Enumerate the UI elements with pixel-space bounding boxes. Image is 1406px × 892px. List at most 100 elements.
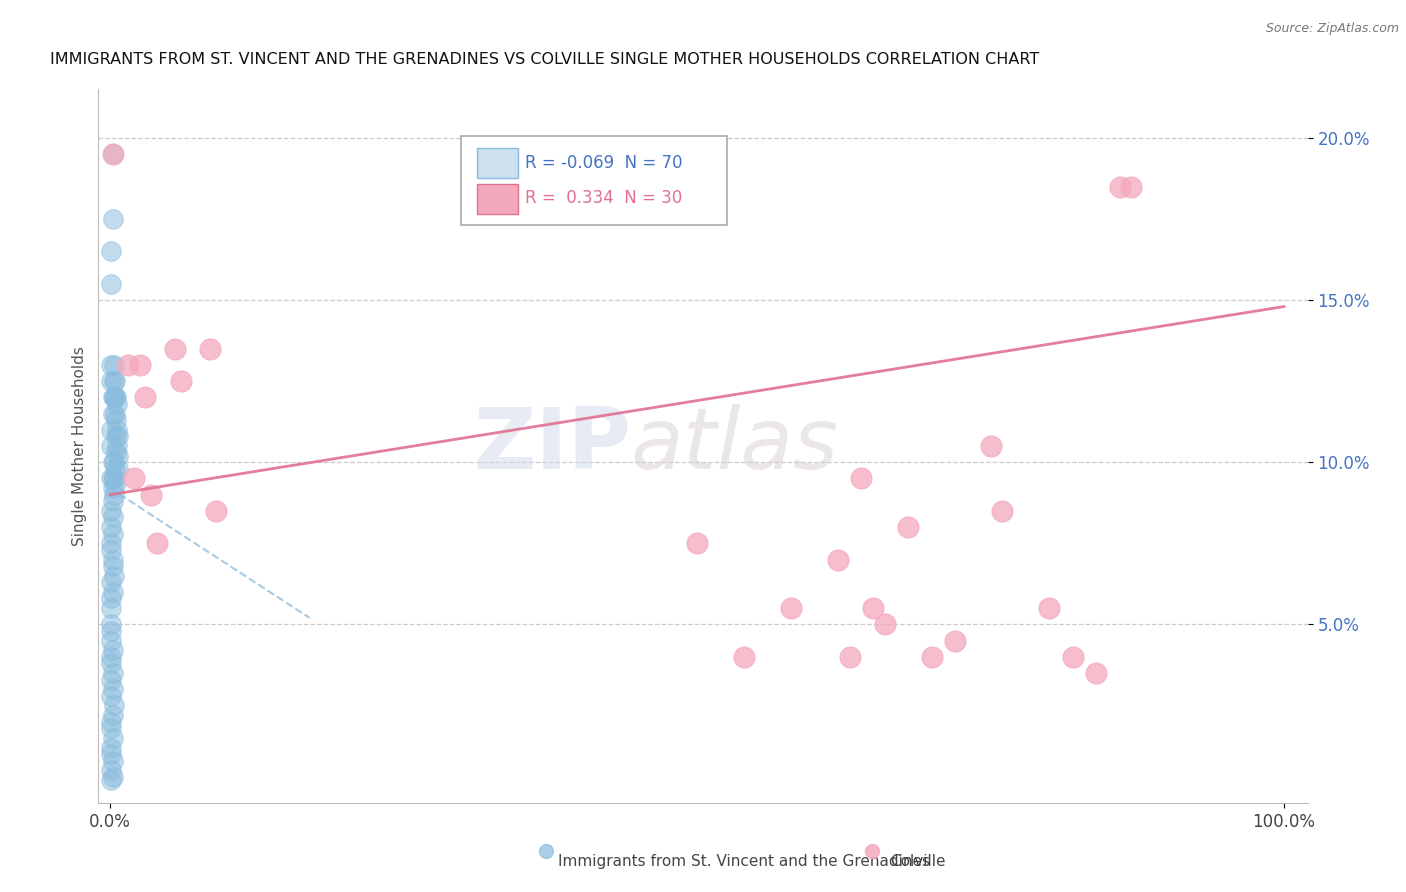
FancyBboxPatch shape <box>477 184 517 214</box>
Point <box>103 390 125 404</box>
Point <box>991 504 1014 518</box>
Point <box>100 714 122 729</box>
Point <box>105 439 128 453</box>
Text: Colville: Colville <box>890 855 946 869</box>
Point <box>1085 666 1108 681</box>
Point <box>100 673 122 687</box>
Point <box>101 510 124 524</box>
Point <box>101 147 124 161</box>
Point <box>105 397 128 411</box>
Point <box>198 342 221 356</box>
Point <box>104 461 127 475</box>
Point <box>1038 601 1060 615</box>
Point <box>873 617 896 632</box>
Point <box>104 374 127 388</box>
Point <box>101 666 124 681</box>
Point <box>100 575 122 590</box>
Point <box>101 770 124 784</box>
Point <box>100 764 122 778</box>
Point <box>146 536 169 550</box>
Point <box>100 601 122 615</box>
Point <box>105 445 128 459</box>
Point <box>163 342 186 356</box>
Point <box>107 429 129 443</box>
Point <box>100 591 122 606</box>
Point <box>101 643 124 657</box>
Text: atlas: atlas <box>630 404 838 488</box>
Point <box>100 689 122 703</box>
Point <box>1062 649 1084 664</box>
Text: ZIP: ZIP <box>472 404 630 488</box>
FancyBboxPatch shape <box>461 136 727 225</box>
Point <box>980 439 1002 453</box>
Point <box>107 461 129 475</box>
Point <box>100 617 122 632</box>
Point <box>100 277 122 291</box>
Text: IMMIGRANTS FROM ST. VINCENT AND THE GRENADINES VS COLVILLE SINGLE MOTHER HOUSEHO: IMMIGRANTS FROM ST. VINCENT AND THE GREN… <box>51 53 1039 67</box>
Point <box>101 708 124 723</box>
Point <box>101 471 124 485</box>
Point <box>100 536 122 550</box>
Point <box>100 520 122 534</box>
Point <box>105 429 128 443</box>
Point <box>780 601 803 615</box>
Point <box>169 374 191 388</box>
Point <box>100 747 122 761</box>
Point <box>103 698 125 713</box>
Point <box>100 471 122 485</box>
Point <box>103 358 125 372</box>
Point <box>100 657 122 671</box>
Text: Immigrants from St. Vincent and the Grenadines: Immigrants from St. Vincent and the Gren… <box>558 855 929 869</box>
Point <box>103 455 125 469</box>
Point <box>100 633 122 648</box>
Point <box>897 520 920 534</box>
Point <box>827 552 849 566</box>
Point <box>100 423 122 437</box>
Point <box>100 244 122 259</box>
Point <box>107 449 129 463</box>
FancyBboxPatch shape <box>477 148 517 178</box>
Point <box>101 552 124 566</box>
Point <box>134 390 156 404</box>
Point <box>945 633 967 648</box>
Point <box>921 649 943 664</box>
Point <box>100 439 122 453</box>
Point <box>686 536 709 550</box>
Point <box>101 147 124 161</box>
Point <box>100 721 122 735</box>
Point <box>104 478 127 492</box>
Point <box>100 740 122 755</box>
Point <box>128 358 150 372</box>
Point <box>1108 179 1130 194</box>
Point <box>1121 179 1143 194</box>
Y-axis label: Single Mother Households: Single Mother Households <box>72 346 87 546</box>
Point <box>101 682 124 697</box>
Point <box>101 559 124 574</box>
Point <box>103 471 125 485</box>
Point <box>101 585 124 599</box>
Point <box>101 211 124 226</box>
Point <box>103 568 125 582</box>
Point <box>100 358 122 372</box>
Point <box>100 649 122 664</box>
Point <box>101 407 124 421</box>
Point <box>104 390 127 404</box>
Point <box>101 526 124 541</box>
Point <box>104 407 127 421</box>
Point <box>105 413 128 427</box>
Point <box>851 471 873 485</box>
Point <box>103 374 125 388</box>
Text: Source: ZipAtlas.com: Source: ZipAtlas.com <box>1265 22 1399 36</box>
Point <box>838 649 860 664</box>
Point <box>100 624 122 638</box>
Point <box>100 374 122 388</box>
Point <box>105 423 128 437</box>
Point <box>204 504 226 518</box>
Point <box>100 773 122 788</box>
Point <box>101 494 124 508</box>
Point <box>101 754 124 768</box>
Point <box>862 601 884 615</box>
Text: R =  0.334  N = 30: R = 0.334 N = 30 <box>526 189 682 207</box>
Text: R = -0.069  N = 70: R = -0.069 N = 70 <box>526 153 683 171</box>
Point <box>101 731 124 745</box>
